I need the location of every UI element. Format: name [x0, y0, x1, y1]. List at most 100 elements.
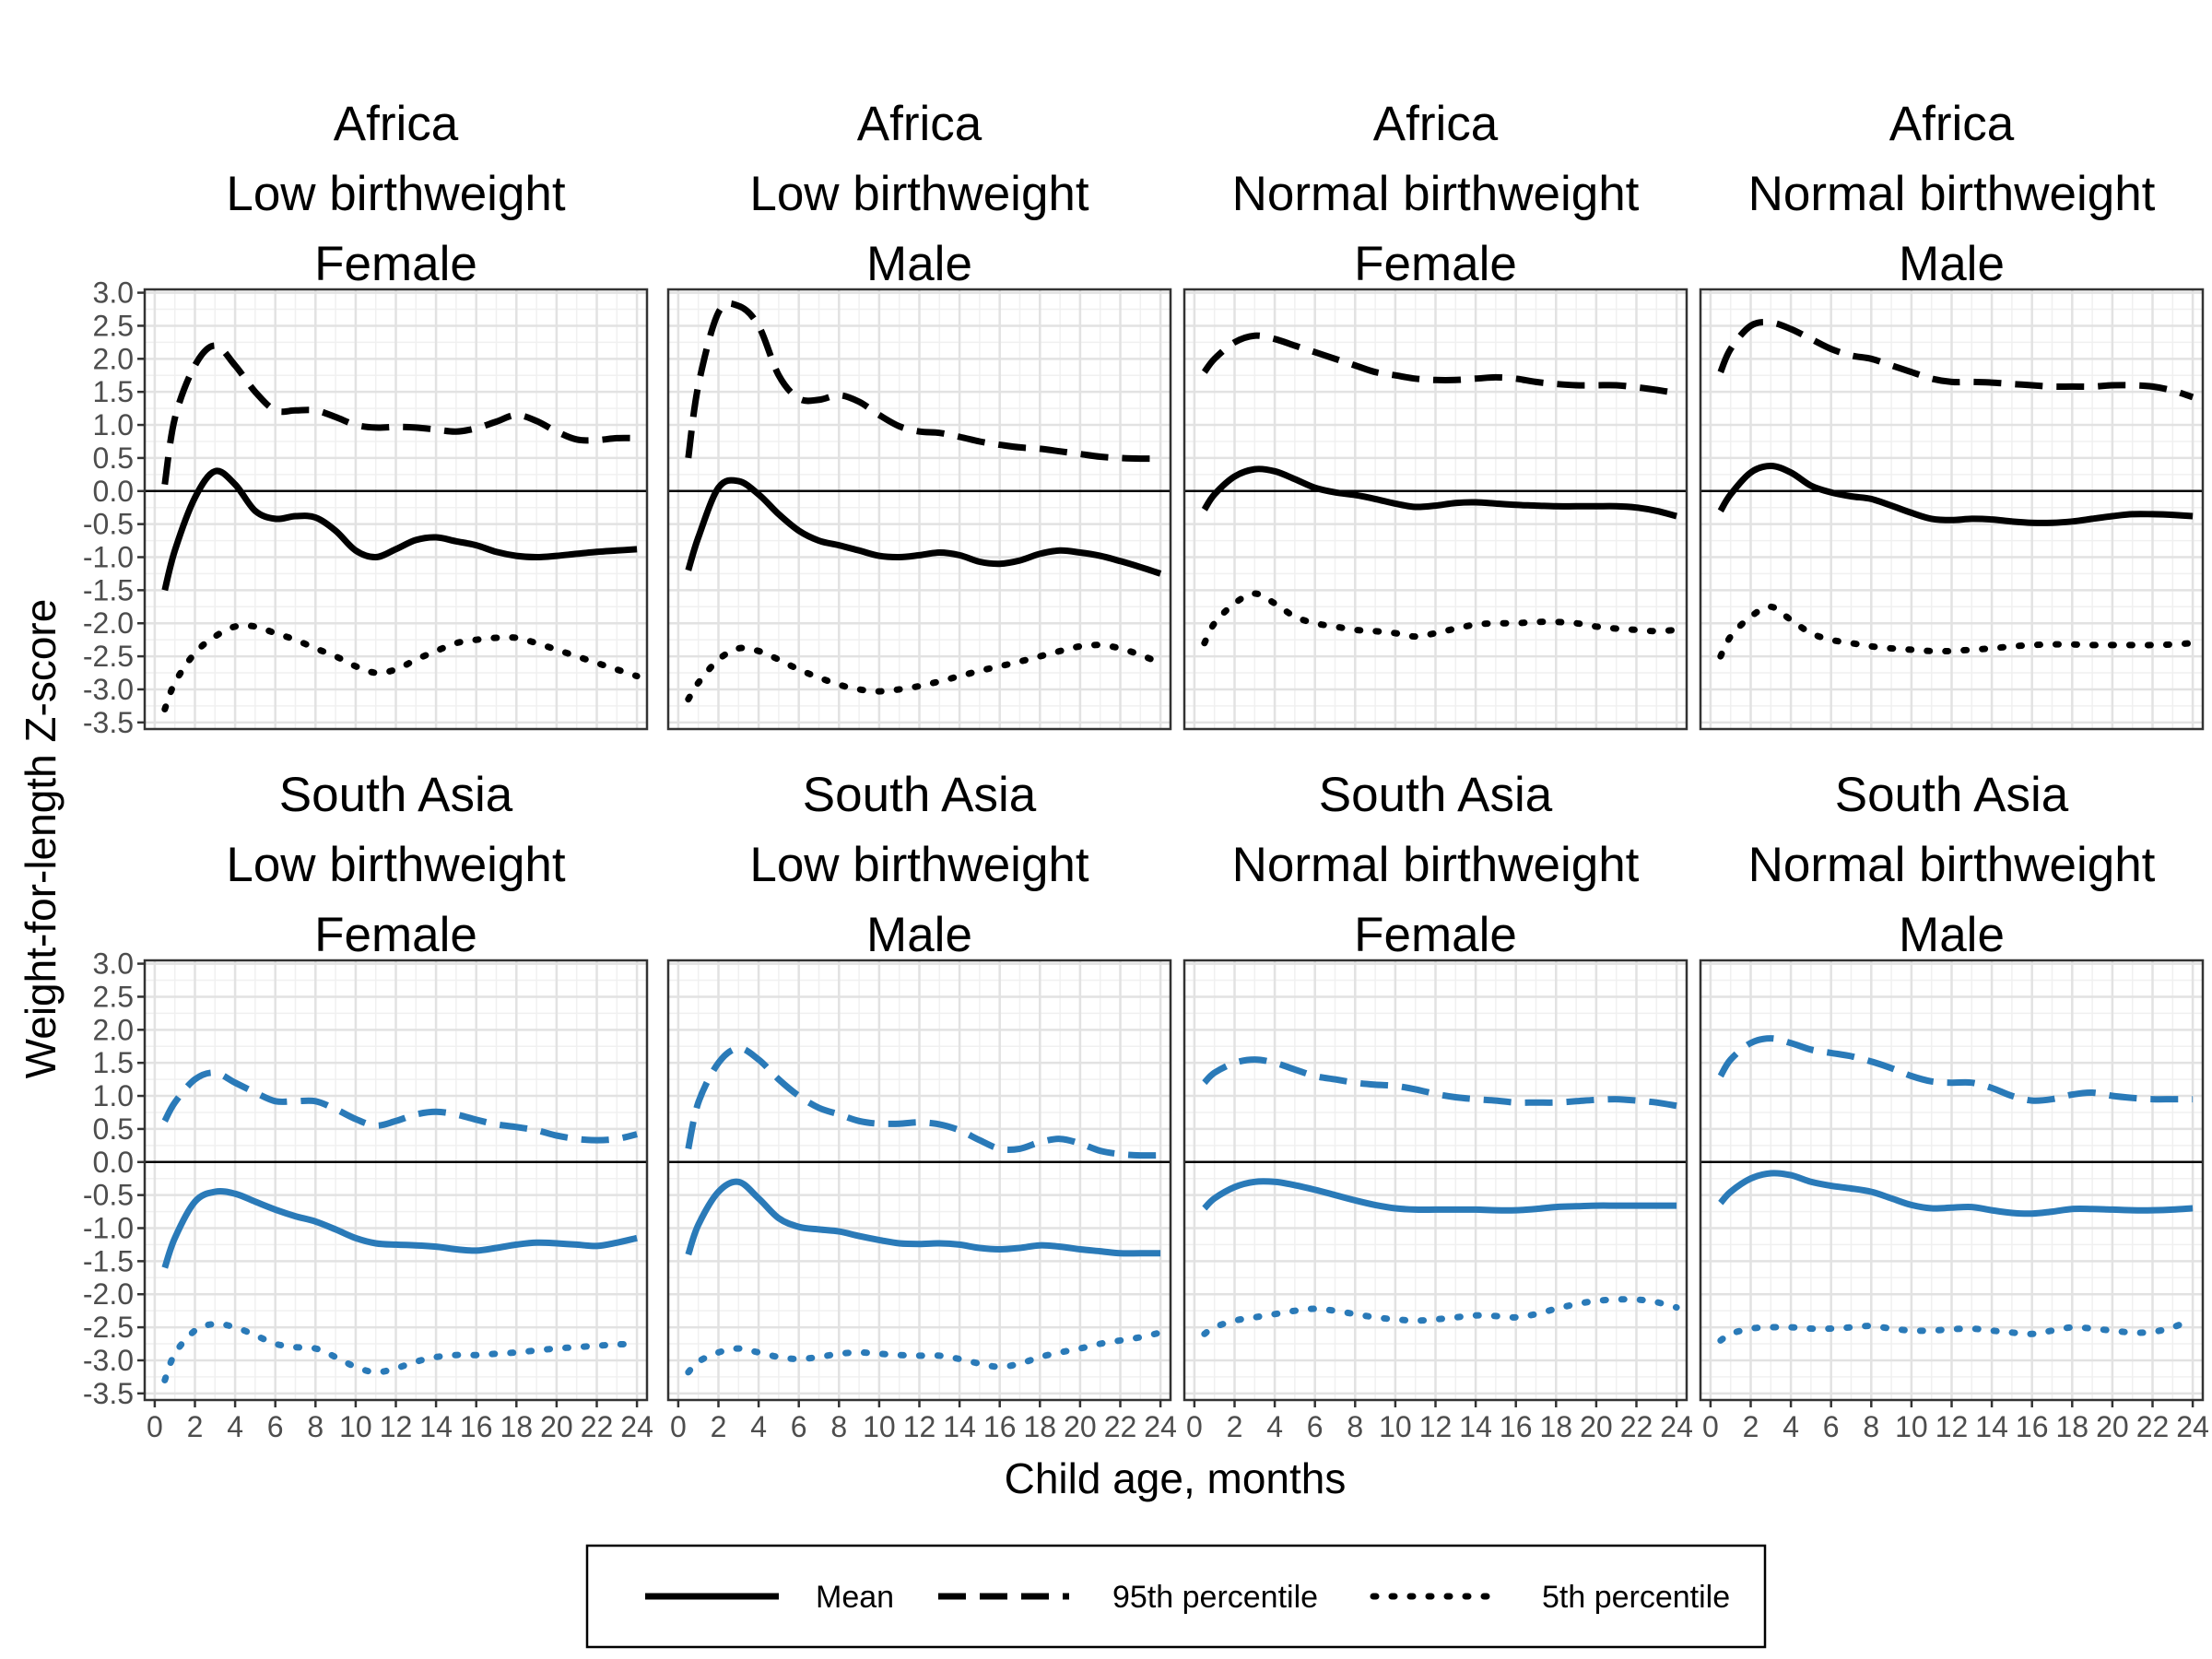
y-axis-tick-label: 1.0 — [93, 408, 134, 441]
x-axis-title: Child age, months — [1005, 1454, 1347, 1502]
y-axis-tick-label: 2.5 — [93, 980, 134, 1013]
x-axis-tick-label: 2 — [187, 1410, 204, 1443]
series-line-mean — [161, 467, 638, 592]
panel-border — [1699, 288, 2205, 731]
y-axis-tick-label: -1.0 — [83, 1212, 134, 1245]
series-line-p5 — [161, 622, 641, 712]
series-line-p95 — [161, 1069, 638, 1144]
facet-strip-label: South Asia — [1835, 768, 2069, 822]
x-axis-tick-label: 24 — [1660, 1410, 1693, 1443]
y-axis-tick-label: -0.5 — [83, 1179, 134, 1212]
x-axis-tick-label: 8 — [830, 1410, 847, 1443]
series-line-p95 — [685, 300, 1161, 463]
x-axis-tick-label: 0 — [147, 1410, 163, 1443]
series-line-p95 — [161, 342, 638, 486]
x-axis-tick-label: 12 — [903, 1410, 936, 1443]
panel-border — [1182, 288, 1688, 731]
series-line-p5 — [685, 1329, 1164, 1376]
facet-strip-label: Normal birthweight — [1232, 167, 1640, 221]
x-axis-tick-label: 10 — [1379, 1410, 1412, 1443]
y-axis-tick-label: -3.5 — [83, 706, 134, 739]
x-axis-tick-label: 20 — [1064, 1410, 1097, 1443]
legend-label-5th-percentile: 5th percentile — [1542, 1580, 1730, 1615]
x-axis-tick-label: 10 — [863, 1410, 896, 1443]
y-axis-tick-label: -3.0 — [83, 673, 134, 706]
facet-panel: Africa Normal birthweight Male — [1699, 97, 2205, 731]
x-axis-tick-label: 16 — [1500, 1410, 1533, 1443]
series-line-mean — [1202, 1178, 1677, 1214]
series-line-p95 — [1717, 319, 2194, 401]
facet-strip-label: Female — [1354, 237, 1517, 291]
y-axis-tick-label: 2.0 — [93, 1013, 134, 1046]
legend-label-95th-percentile: 95th percentile — [1112, 1580, 1318, 1615]
facet-panel: South Asia Low birthweight Female 3.02.52.0… — [83, 768, 653, 1443]
facet-strip-label: South Asia — [803, 768, 1037, 822]
y-axis-tick-label: 1.5 — [93, 375, 134, 408]
facet-strip-label: Male — [1899, 237, 2005, 291]
panel-border — [143, 288, 649, 731]
x-axis-tick-label: 4 — [227, 1410, 243, 1443]
series-line-mean — [1201, 465, 1677, 520]
x-axis-tick-label: 22 — [1104, 1410, 1137, 1443]
x-axis-tick-label: 18 — [1024, 1410, 1057, 1443]
x-axis-tick-label: 18 — [1540, 1410, 1573, 1443]
facet-strip-label: Normal birthweight — [1232, 838, 1640, 892]
legend-box — [585, 1544, 1767, 1649]
series-line-mean — [685, 477, 1162, 577]
y-axis-tick-label: 3.0 — [93, 947, 134, 981]
series-line-p5 — [1201, 1296, 1680, 1337]
facet-strip-label: Male — [866, 237, 972, 291]
series-line-p95 — [1201, 332, 1677, 397]
x-axis-tick-label: 0 — [1702, 1410, 1719, 1443]
y-axis-tick-label: -1.5 — [83, 1244, 134, 1277]
x-axis-tick-label: 24 — [620, 1410, 653, 1443]
x-axis-tick-label: 22 — [2136, 1410, 2170, 1443]
facet-strip-label: Low birthweight — [226, 167, 566, 221]
facet-strip-label: Normal birthweight — [1748, 167, 2156, 221]
legend: Mean 95th percentile 5th percentile — [585, 1544, 1767, 1649]
series-line-p5 — [685, 641, 1164, 703]
x-axis-tick-label: 14 — [1459, 1410, 1492, 1443]
x-axis-tick-label: 8 — [307, 1410, 324, 1443]
y-axis-tick-label: 1.5 — [93, 1046, 134, 1079]
x-axis-tick-label: 12 — [1936, 1410, 1969, 1443]
facet-panel: Africa Low birthweight Female 3.02.52.01.51… — [83, 97, 649, 739]
x-axis-tick-label: 20 — [1580, 1410, 1613, 1443]
y-axis-tick-label: 0.5 — [93, 441, 134, 475]
series-line-mean — [685, 1178, 1161, 1257]
facet-strip-label: Male — [866, 908, 972, 962]
y-axis-tick-label: -3.5 — [83, 1377, 134, 1410]
y-axis-tick-label: -2.5 — [83, 1311, 134, 1344]
facet-strip-label: Low birthweight — [749, 838, 1089, 892]
x-axis-tick-label: 22 — [581, 1410, 614, 1443]
x-axis-tick-label: 2 — [1227, 1410, 1243, 1443]
x-axis-tick-label: 12 — [380, 1410, 413, 1443]
y-axis-tick-label: 3.0 — [93, 276, 134, 310]
facet-strip-label: South Asia — [279, 768, 513, 822]
facet-strip-label: Africa — [1373, 97, 1499, 151]
x-axis-tick-label: 0 — [1186, 1410, 1203, 1443]
facet-strip-label: Female — [314, 908, 477, 962]
x-axis-tick-label: 10 — [1895, 1410, 1928, 1443]
series-line-mean — [161, 1188, 638, 1269]
x-axis-tick-label: 2 — [711, 1410, 727, 1443]
x-axis-tick-label: 0 — [670, 1410, 687, 1443]
series-line-mean — [1717, 463, 2194, 526]
x-axis-tick-label: 14 — [943, 1410, 976, 1443]
x-axis-tick-label: 10 — [339, 1410, 372, 1443]
y-axis-tick-label: 1.0 — [93, 1079, 134, 1112]
y-axis-tick-label: -2.0 — [83, 606, 134, 640]
series-line-p95 — [685, 1044, 1161, 1159]
x-axis-tick-label: 22 — [1620, 1410, 1653, 1443]
x-axis-tick-label: 12 — [1419, 1410, 1453, 1443]
x-axis-tick-label: 6 — [1307, 1410, 1324, 1443]
x-axis-tick-label: 14 — [1975, 1410, 2008, 1443]
x-axis-tick-label: 6 — [791, 1410, 807, 1443]
series-line-p5 — [1717, 603, 2196, 660]
series-line-mean — [1718, 1170, 2194, 1218]
